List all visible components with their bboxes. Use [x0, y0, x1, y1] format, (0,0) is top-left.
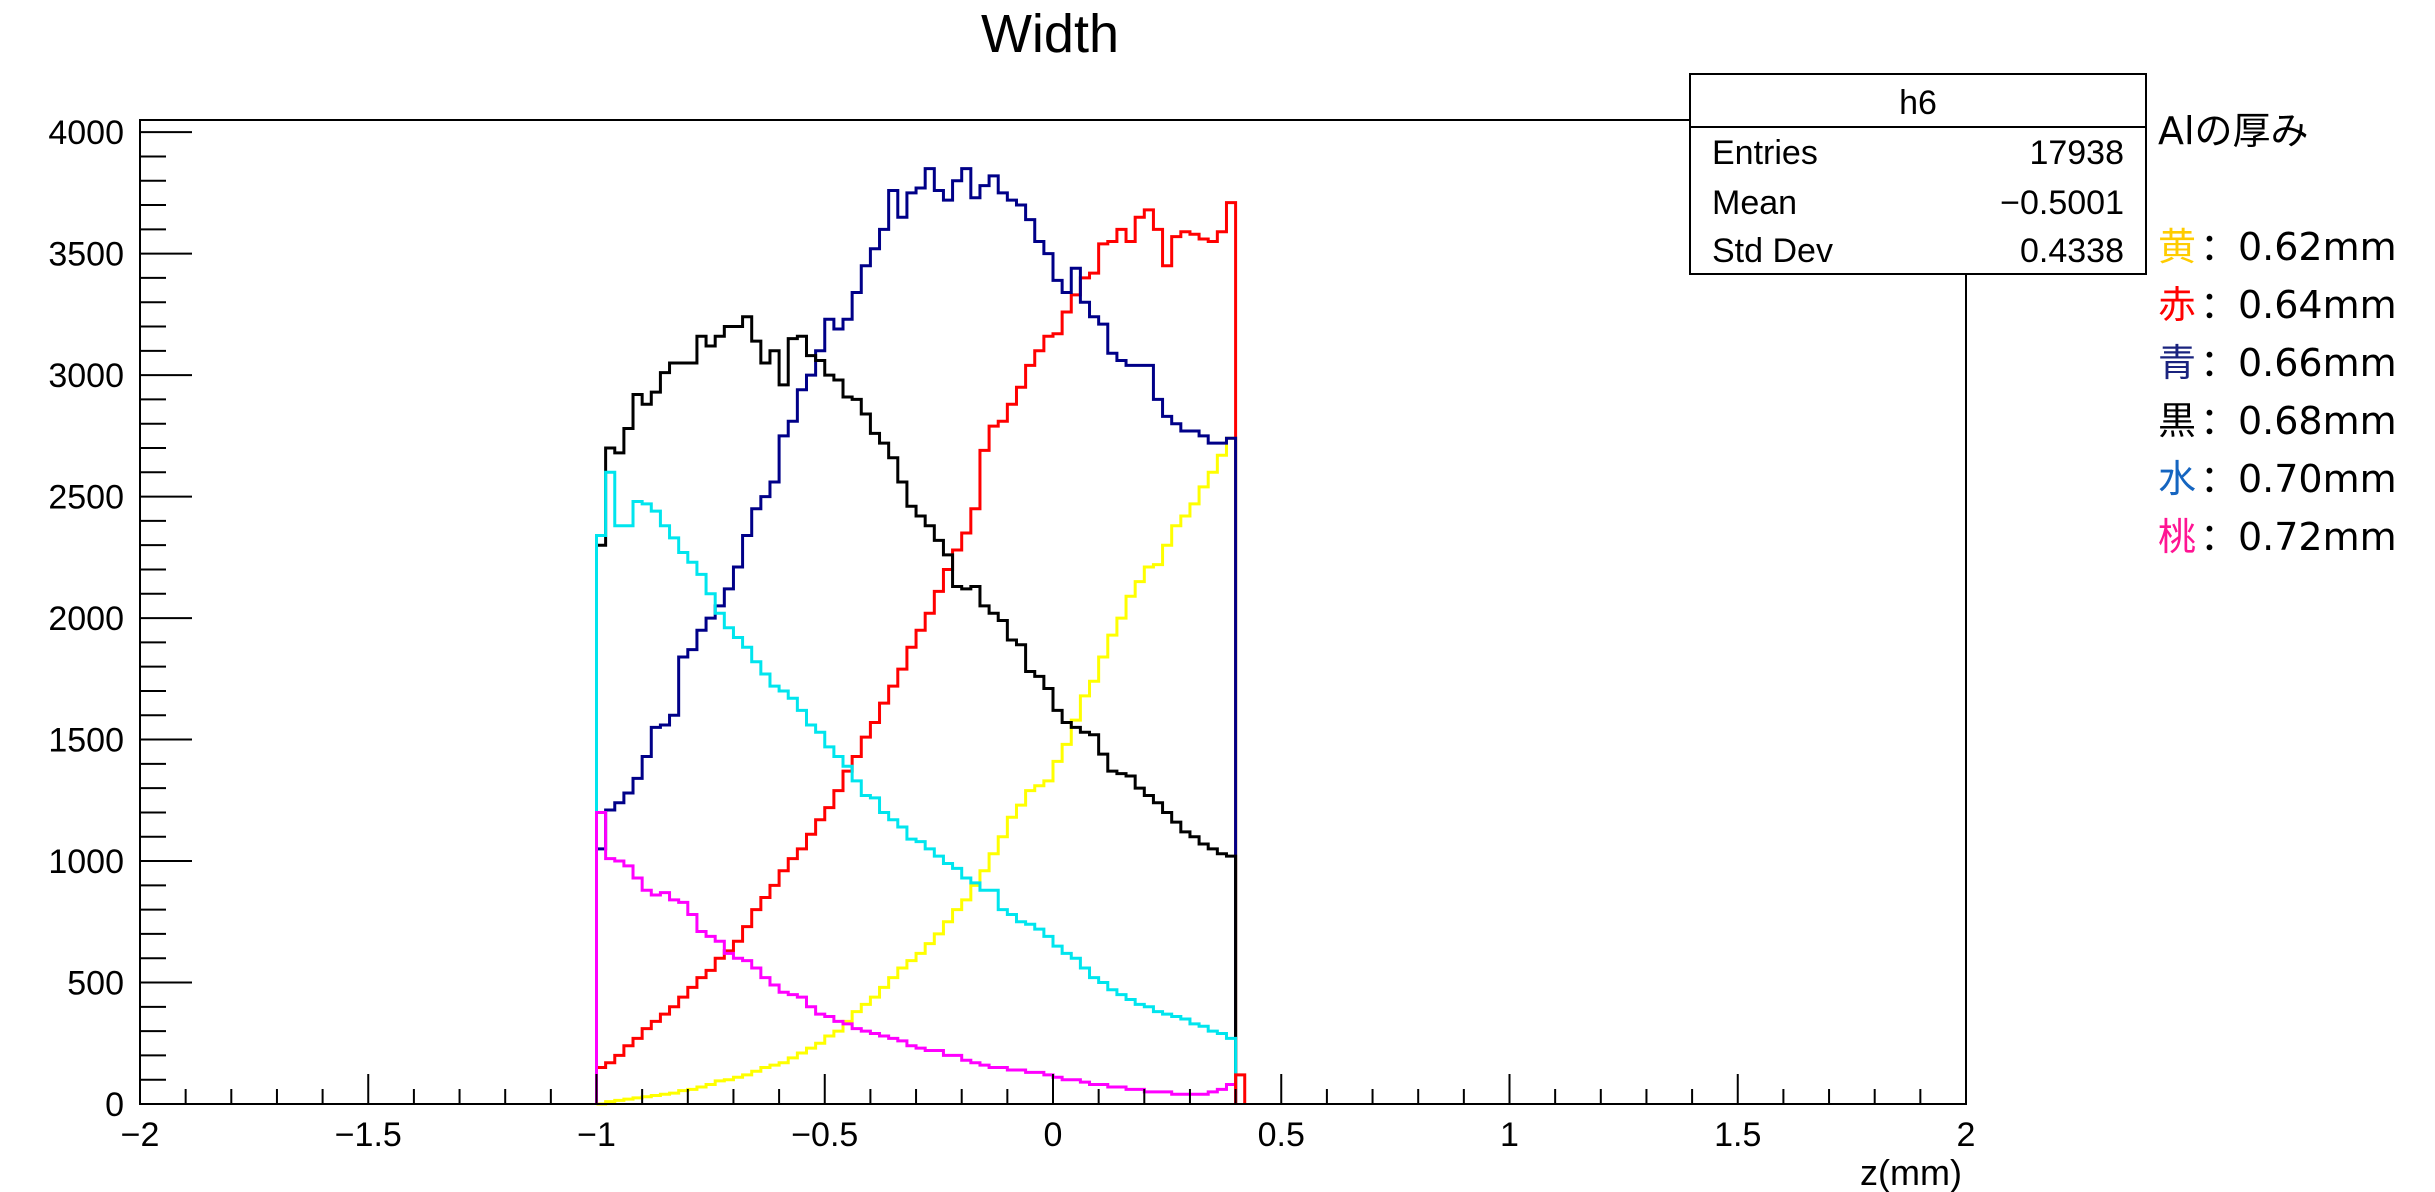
y-tick-label: 0 — [105, 1086, 124, 1124]
histogram-tail-bin — [1234, 1073, 1247, 1104]
legend-kanji: 赤 — [2158, 283, 2196, 327]
histogram-series-4 — [595, 470, 1238, 1104]
x-tick-label: −1.5 — [335, 1116, 402, 1154]
legend-kanji: 桃 — [2158, 515, 2196, 559]
chart-title: Width — [981, 4, 1119, 64]
y-axis: 0 500 1000 1500 2000 2500 3000 3500 4000 — [48, 114, 192, 1124]
stats-entries-value: 17938 — [2029, 134, 2124, 172]
y-tick-label: 1500 — [48, 722, 124, 760]
legend-value: ：0.70mm — [2200, 457, 2397, 501]
legend-item: 青 ：0.66mm — [2158, 341, 2397, 385]
y-tick-label: 2500 — [48, 479, 124, 517]
legend-kanji: 青 — [2158, 341, 2196, 385]
legend-item: 赤 ：0.64mm — [2158, 283, 2397, 327]
histogram-series-2 — [595, 167, 1238, 1104]
stats-entries-label: Entries — [1712, 134, 1818, 172]
legend-value: ：0.62mm — [2200, 225, 2397, 269]
legend-item: 桃 ：0.72mm — [2158, 515, 2397, 559]
stats-box: h6 Entries 17938 Mean −0.5001 Std Dev 0.… — [1689, 73, 2147, 275]
x-tick-label: −0.5 — [791, 1116, 858, 1154]
histogram-series-1 — [595, 201, 1238, 1104]
legend-value: ：0.68mm — [2200, 399, 2397, 443]
legend-item: 水 ：0.70mm — [2158, 457, 2397, 501]
stats-box-name: h6 — [1899, 84, 1937, 122]
x-tick-label: 0 — [1044, 1116, 1063, 1154]
x-tick-label: 2 — [1957, 1116, 1976, 1154]
x-axis: −2 −1.5 −1 −0.5 0 0.5 1 1.5 2 — [121, 1074, 1976, 1154]
x-tick-label: −2 — [121, 1116, 160, 1154]
x-tick-label: 1.5 — [1714, 1116, 1761, 1154]
x-tick-label: −1 — [577, 1116, 616, 1154]
y-tick-label: 2000 — [48, 600, 124, 638]
legend-kanji: 水 — [2158, 457, 2196, 501]
y-tick-label: 4000 — [48, 114, 124, 152]
stats-mean-value: −0.5001 — [2000, 184, 2124, 222]
legend-value: ：0.66mm — [2200, 341, 2397, 385]
y-tick-label: 3500 — [48, 236, 124, 274]
legend-title: Alの厚み — [2158, 109, 2309, 153]
histogram-series-0 — [596, 436, 1238, 1106]
stats-stddev-value: 0.4338 — [2020, 232, 2124, 270]
stats-mean-label: Mean — [1712, 184, 1797, 222]
series-layer — [595, 167, 1247, 1106]
x-axis-label: z(mm) — [1860, 1152, 1962, 1192]
legend-item: 黄 ：0.62mm — [2158, 225, 2397, 269]
histogram-series-5 — [595, 810, 1238, 1104]
y-tick-label: 1000 — [48, 843, 124, 881]
legend-value: ：0.64mm — [2200, 283, 2397, 327]
legend: Alの厚み 黄 ：0.62mm 赤 ：0.64mm 青 ：0.66mm 黒 ：0… — [2158, 109, 2397, 559]
stats-box-frame — [1689, 73, 2147, 275]
x-tick-label: 0.5 — [1258, 1116, 1305, 1154]
stats-stddev-label: Std Dev — [1712, 232, 1833, 270]
x-tick-label: 1 — [1500, 1116, 1519, 1154]
y-tick-label: 500 — [67, 965, 124, 1003]
legend-item: 黒 ：0.68mm — [2158, 399, 2397, 443]
legend-kanji: 黄 — [2158, 225, 2196, 269]
histogram-series-3 — [595, 315, 1238, 1104]
y-tick-label: 3000 — [48, 357, 124, 395]
legend-value: ：0.72mm — [2200, 515, 2397, 559]
legend-kanji: 黒 — [2158, 399, 2196, 443]
